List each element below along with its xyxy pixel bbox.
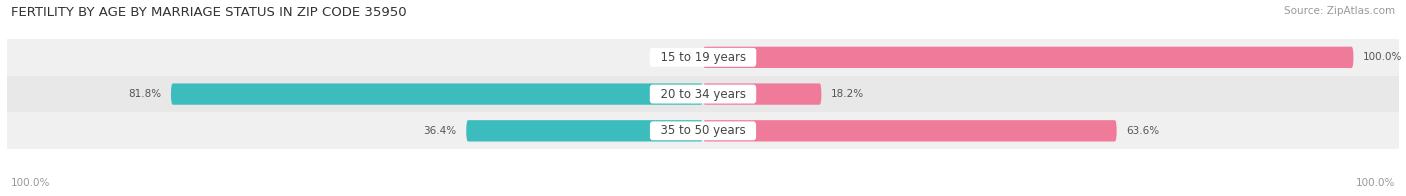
Text: 81.8%: 81.8% xyxy=(128,89,162,99)
Text: 0.0%: 0.0% xyxy=(666,52,693,62)
Bar xyxy=(7,39,1399,76)
FancyBboxPatch shape xyxy=(703,47,1354,68)
Bar xyxy=(7,113,1399,149)
Bar xyxy=(7,76,1399,113)
FancyBboxPatch shape xyxy=(172,83,703,105)
Text: 35 to 50 years: 35 to 50 years xyxy=(652,124,754,137)
Text: 100.0%: 100.0% xyxy=(11,178,51,188)
FancyBboxPatch shape xyxy=(703,83,821,105)
Text: 100.0%: 100.0% xyxy=(1355,178,1395,188)
Text: 18.2%: 18.2% xyxy=(831,89,865,99)
Text: 100.0%: 100.0% xyxy=(1364,52,1403,62)
Text: 20 to 34 years: 20 to 34 years xyxy=(652,88,754,101)
Text: 63.6%: 63.6% xyxy=(1126,126,1160,136)
FancyBboxPatch shape xyxy=(703,120,1116,142)
Text: 15 to 19 years: 15 to 19 years xyxy=(652,51,754,64)
FancyBboxPatch shape xyxy=(467,120,703,142)
Text: 36.4%: 36.4% xyxy=(423,126,457,136)
Text: FERTILITY BY AGE BY MARRIAGE STATUS IN ZIP CODE 35950: FERTILITY BY AGE BY MARRIAGE STATUS IN Z… xyxy=(11,6,406,19)
Text: Source: ZipAtlas.com: Source: ZipAtlas.com xyxy=(1284,6,1395,16)
